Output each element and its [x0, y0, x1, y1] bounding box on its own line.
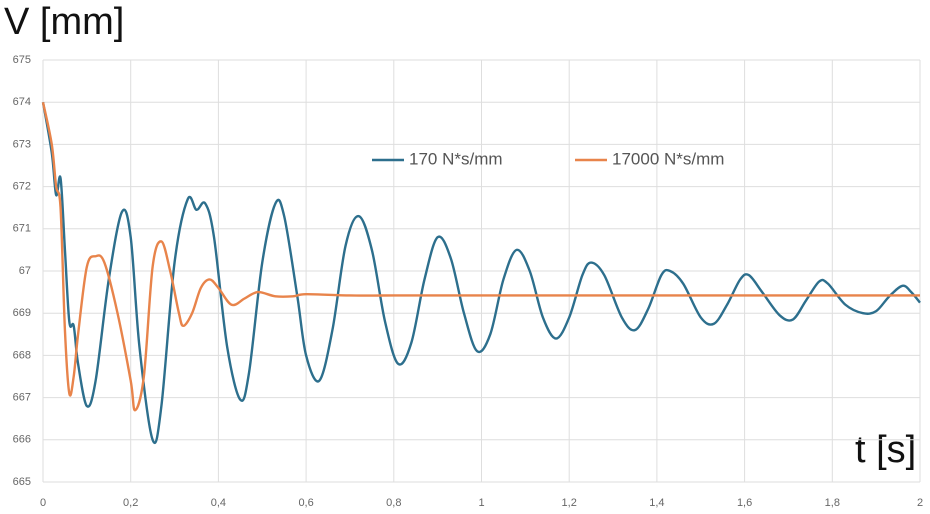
y-tick-label: 666 — [13, 434, 31, 446]
x-tick-label: 0,6 — [298, 497, 313, 509]
line — [41, 101, 921, 445]
x-tick-label: 1,6 — [737, 497, 752, 509]
x-tick-label: 0,2 — [123, 497, 138, 509]
y-tick-label: 669 — [13, 307, 31, 319]
x-tick-label: 1,8 — [825, 497, 840, 509]
y-tick-label: 67 — [19, 265, 31, 277]
y-tick-label: 668 — [13, 349, 31, 361]
y-axis-label: V [mm] — [4, 1, 124, 43]
legend-label: 170 N*s/mm — [409, 149, 503, 168]
y-tick-label: 667 — [13, 392, 31, 404]
line — [41, 101, 920, 412]
y-tick-label: 675 — [13, 54, 31, 66]
y-tick-label: 673 — [13, 138, 31, 150]
x-axis-label: t [s] — [855, 429, 916, 471]
x-tick-label: 0 — [40, 497, 46, 509]
y-tick-label: 665 — [13, 476, 31, 488]
x-tick-label: 0,4 — [211, 497, 226, 509]
y-tick-label: 674 — [13, 96, 31, 108]
x-tick-label: 1,4 — [649, 497, 664, 509]
x-tick-label: 1,2 — [562, 497, 577, 509]
x-tick-label: 0,8 — [386, 497, 401, 509]
x-tick-label: 2 — [917, 497, 923, 509]
y-tick-label: 671 — [13, 223, 31, 235]
legend-label: 17000 N*s/mm — [612, 149, 724, 168]
x-tick-label: 1 — [478, 497, 484, 509]
y-tick-label: 672 — [13, 181, 31, 193]
